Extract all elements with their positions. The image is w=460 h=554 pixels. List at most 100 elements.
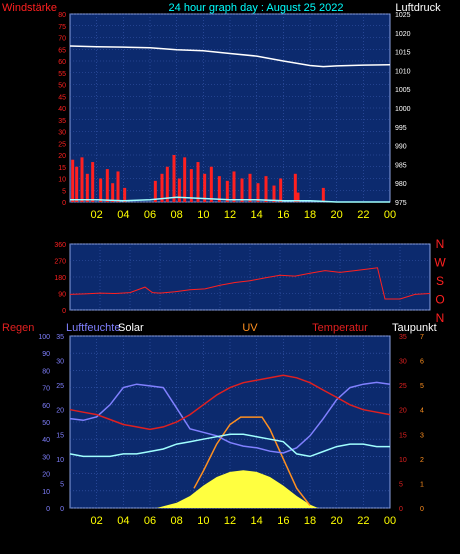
chart-title: 24 hour graph day : August 25 2022 bbox=[169, 2, 344, 14]
regen-tick-label: 20 bbox=[42, 472, 50, 479]
wind-tick-label: 40 bbox=[58, 106, 66, 113]
pressure-axis-label: Luftdruck bbox=[395, 2, 441, 14]
panel1-x-ticks: 02 04 06 08 10 12 14 16 18 20 22 00 bbox=[91, 209, 397, 221]
wind-bar bbox=[91, 162, 95, 202]
wind-bar bbox=[203, 173, 207, 202]
uv-line bbox=[193, 416, 311, 506]
wind-bars bbox=[71, 155, 325, 202]
humidity-tick-label: 20 bbox=[56, 408, 64, 415]
hour-tick-label: 20 bbox=[331, 515, 343, 527]
temperature-tick-label: 25 bbox=[399, 383, 407, 390]
wind-bar bbox=[75, 166, 79, 202]
hour-tick-label: 02 bbox=[91, 209, 103, 221]
legend-label: Solar bbox=[118, 322, 144, 334]
wind-tick-label: 65 bbox=[58, 47, 66, 54]
direction-tick-label: 360 bbox=[54, 242, 66, 249]
wind-bar bbox=[321, 187, 325, 202]
uv-tick-label: 4 bbox=[420, 408, 424, 415]
wind-bar bbox=[296, 192, 300, 202]
wind-bar bbox=[172, 155, 176, 202]
hour-tick-label: 22 bbox=[357, 515, 369, 527]
direction-tick-label: 180 bbox=[54, 275, 66, 282]
hour-tick-label: 14 bbox=[251, 209, 263, 221]
uv-tick-label: 2 bbox=[420, 457, 424, 464]
temperature-tick-label: 15 bbox=[399, 432, 407, 439]
wind-bar bbox=[153, 180, 157, 202]
legend-label: Taupunkt bbox=[392, 322, 437, 334]
regen-tick-label: 80 bbox=[42, 368, 50, 375]
hour-tick-label: 20 bbox=[331, 209, 343, 221]
humidity-tick-label: 5 bbox=[60, 481, 64, 488]
wind-bar bbox=[177, 178, 181, 202]
wind-tick-label: 15 bbox=[58, 165, 66, 172]
humidity-tick-label: 30 bbox=[56, 359, 64, 366]
hour-tick-label: 02 bbox=[91, 515, 103, 527]
hour-tick-label: 18 bbox=[304, 209, 316, 221]
wind-bar bbox=[160, 173, 164, 202]
wind-axis-label: Windstärke bbox=[2, 2, 57, 14]
hour-tick-label: 00 bbox=[384, 515, 396, 527]
regen-tick-label: 0 bbox=[46, 506, 50, 513]
humidity-tick-label: 25 bbox=[56, 383, 64, 390]
uv-tick-label: 0 bbox=[420, 506, 424, 513]
dewpoint-line bbox=[69, 433, 390, 458]
temperature-tick-label: 20 bbox=[399, 408, 407, 415]
legend-label: UV bbox=[242, 322, 258, 334]
hour-tick-label: 04 bbox=[117, 515, 129, 527]
regen-tick-label: 10 bbox=[42, 489, 50, 496]
regen-tick-label: 100 bbox=[38, 334, 50, 341]
temperature-tick-label: 5 bbox=[399, 481, 403, 488]
wind-bar bbox=[279, 178, 283, 202]
regen-tick-label: 50 bbox=[42, 420, 50, 427]
wind-bar bbox=[189, 169, 193, 202]
panel3-axis-ticks: 1009080706050403020100353025201510503530… bbox=[38, 334, 424, 513]
wind-tick-label: 35 bbox=[58, 118, 66, 125]
uv-tick-label: 1 bbox=[420, 481, 424, 488]
humidity-tick-label: 35 bbox=[56, 334, 64, 341]
uv-tick-label: 5 bbox=[420, 383, 424, 390]
temperature-tick-label: 35 bbox=[399, 334, 407, 341]
legend-label: Temperatur bbox=[312, 322, 368, 334]
panel2-direction-ticks: 360 270 180 90 0 bbox=[54, 242, 66, 315]
solar-area bbox=[156, 470, 318, 508]
humidity-tick-label: 15 bbox=[56, 432, 64, 439]
pressure-tick-label: 1015 bbox=[395, 50, 411, 57]
pressure-tick-label: 1000 bbox=[395, 106, 411, 113]
hour-tick-label: 04 bbox=[117, 209, 129, 221]
compass-letter: O bbox=[435, 293, 444, 307]
humidity-tick-label: 0 bbox=[60, 506, 64, 513]
direction-tick-label: 270 bbox=[54, 259, 66, 266]
hour-tick-label: 12 bbox=[224, 209, 236, 221]
wind-bar bbox=[116, 171, 120, 202]
compass-letter: W bbox=[434, 256, 446, 270]
wind-tick-label: 70 bbox=[58, 36, 66, 43]
wind-bar bbox=[248, 173, 252, 202]
hour-tick-label: 06 bbox=[144, 209, 156, 221]
compass-letter: S bbox=[436, 274, 444, 288]
direction-tick-label: 90 bbox=[58, 292, 66, 299]
pressure-tick-label: 995 bbox=[395, 125, 407, 132]
wind-tick-label: 0 bbox=[62, 200, 66, 207]
wind-bar bbox=[80, 157, 84, 202]
wind-tick-label: 80 bbox=[58, 12, 66, 19]
pressure-tick-label: 1020 bbox=[395, 31, 411, 38]
pressure-tick-label: 975 bbox=[395, 200, 407, 207]
wind-bar bbox=[105, 169, 109, 202]
direction-tick-label: 0 bbox=[62, 308, 66, 315]
pressure-tick-label: 1025 bbox=[395, 12, 411, 19]
temperature-tick-label: 0 bbox=[399, 506, 403, 513]
wind-bar bbox=[240, 178, 244, 202]
wind-bar bbox=[256, 183, 260, 202]
wind-bar bbox=[183, 157, 187, 202]
uv-tick-label: 3 bbox=[420, 432, 424, 439]
compass-letter: N bbox=[436, 311, 445, 325]
legend-label: Luftfeuchte bbox=[66, 322, 120, 334]
wind-bar bbox=[293, 173, 297, 202]
uv-tick-label: 7 bbox=[420, 334, 424, 341]
pressure-tick-label: 985 bbox=[395, 162, 407, 169]
wind-bar bbox=[225, 180, 229, 202]
regen-tick-label: 40 bbox=[42, 437, 50, 444]
